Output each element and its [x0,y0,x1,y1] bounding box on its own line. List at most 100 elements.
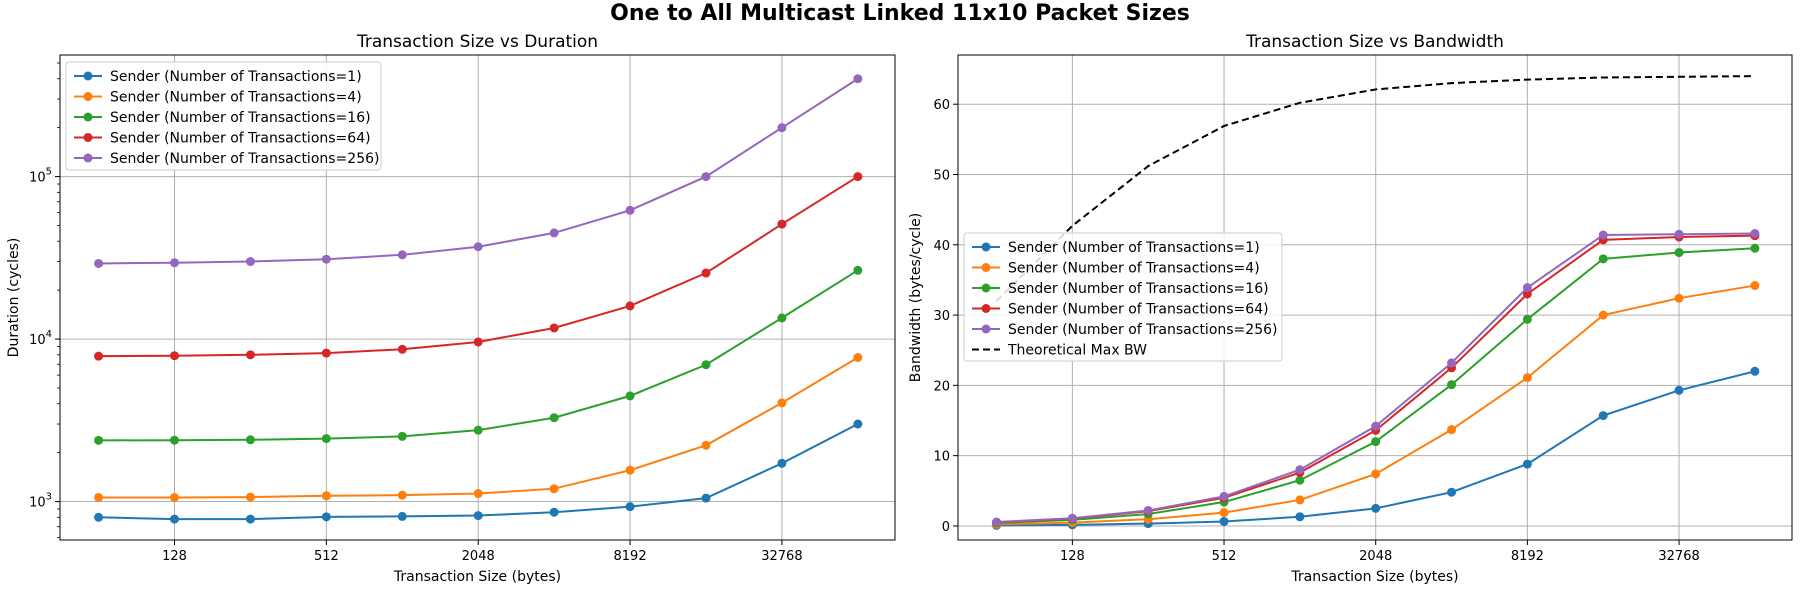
series-line-6 [995,75,1755,302]
data-point [245,435,255,445]
data-point [1750,366,1760,376]
data-point [94,492,104,502]
legend: Sender (Number of Transactions=1) Sender … [963,232,1283,362]
x-axis-label: Transaction Size (bytes) [1290,569,1458,585]
data-point [170,492,180,502]
y-tick-label: 103 [29,492,52,511]
y-tick-label: 50 [933,168,950,183]
data-point [321,254,331,264]
data-point [1750,281,1760,291]
data-point [1295,495,1305,505]
legend-label: Sender (Number of Transactions=256) [1008,322,1277,338]
legend-marker [83,133,93,142]
data-point [321,491,331,501]
legend-label: Sender (Number of Transactions=16) [1008,281,1269,297]
x-tick-label: 32768 [761,549,802,564]
y-tick-label: 10 [933,450,950,465]
data-point [1522,283,1532,293]
data-point [321,348,331,358]
data-point [1219,516,1229,526]
data-point [1447,425,1457,435]
data-point [853,172,863,182]
data-point [625,205,635,215]
data-point [473,489,483,499]
data-point [1295,465,1305,475]
plot-frame [59,54,896,541]
data-point [1598,310,1608,320]
data-point [170,435,180,445]
chart-title: Transaction Size vs Bandwidth [1245,32,1504,52]
data-point [549,507,559,517]
data-point [1371,469,1381,479]
data-point [473,242,483,252]
data-point [1371,437,1381,447]
legend-box [65,61,382,171]
chart-title: Transaction Size vs Duration [356,32,598,52]
data-point [94,258,104,268]
data-point [777,398,787,408]
y-tick-label: 20 [933,379,950,394]
y-tick-label: 104 [29,329,52,348]
y-tick-label: 40 [933,239,950,254]
legend-marker [981,263,991,272]
y-tick-label: 0 [942,520,950,535]
data-point [321,512,331,522]
data-point [701,172,711,182]
data-point [549,228,559,238]
y-tick-label: 30 [933,309,950,324]
data-point [549,323,559,333]
legend-label: Sender (Number of Transactions=4) [110,90,362,106]
legend-marker [981,242,991,252]
data-point [1219,491,1229,501]
data-point [473,511,483,521]
figure-title: One to All Multicast Linked 11x10 Packet… [610,1,1190,26]
data-point [1295,475,1305,485]
data-point [1750,229,1760,239]
data-point [170,514,180,524]
data-point [1447,358,1457,368]
data-point [1371,503,1381,513]
y-tick-label: 60 [933,98,950,113]
legend-label: Sender (Number of Transactions=64) [1008,302,1269,318]
data-point [1522,459,1532,469]
legend-marker [83,112,93,122]
legend-label: Sender (Number of Transactions=64) [110,131,371,147]
data-point [1598,230,1608,240]
data-point [549,413,559,423]
data-point [397,490,407,500]
legend-label: Sender (Number of Transactions=256) [110,151,379,167]
data-point [1522,289,1532,299]
legend-marker [83,71,93,81]
legend-label: Sender (Number of Transactions=16) [110,110,371,126]
data-point [397,250,407,260]
y-tick-label: 105 [29,167,52,186]
x-tick-label: 512 [314,549,339,564]
data-point [1522,314,1532,324]
data-point [1219,508,1229,518]
data-point [853,419,863,429]
data-point [245,492,255,502]
data-point [777,458,787,468]
data-point [1750,243,1760,253]
data-point [701,360,711,370]
legend-marker [981,324,991,334]
data-point [321,434,331,444]
data-point [853,265,863,275]
data-point [853,74,863,84]
legend-label: Sender (Number of Transactions=1) [110,69,362,85]
data-point [1067,513,1077,523]
chart-1: 128 512 2048 8192 32768 103 104 105 Transaction … [6,32,896,585]
x-tick-label: 2048 [462,549,495,564]
x-tick-label: 2048 [1359,549,1392,564]
data-point [1674,293,1684,303]
x-tick-label: 8192 [614,549,647,564]
data-point [1295,512,1305,522]
data-point [94,512,104,522]
legend-marker [83,153,93,163]
data-point [245,350,255,360]
legend-marker [981,283,991,293]
data-point [625,502,635,512]
x-tick-label: 8192 [1511,549,1544,564]
x-tick-label: 128 [162,549,187,564]
